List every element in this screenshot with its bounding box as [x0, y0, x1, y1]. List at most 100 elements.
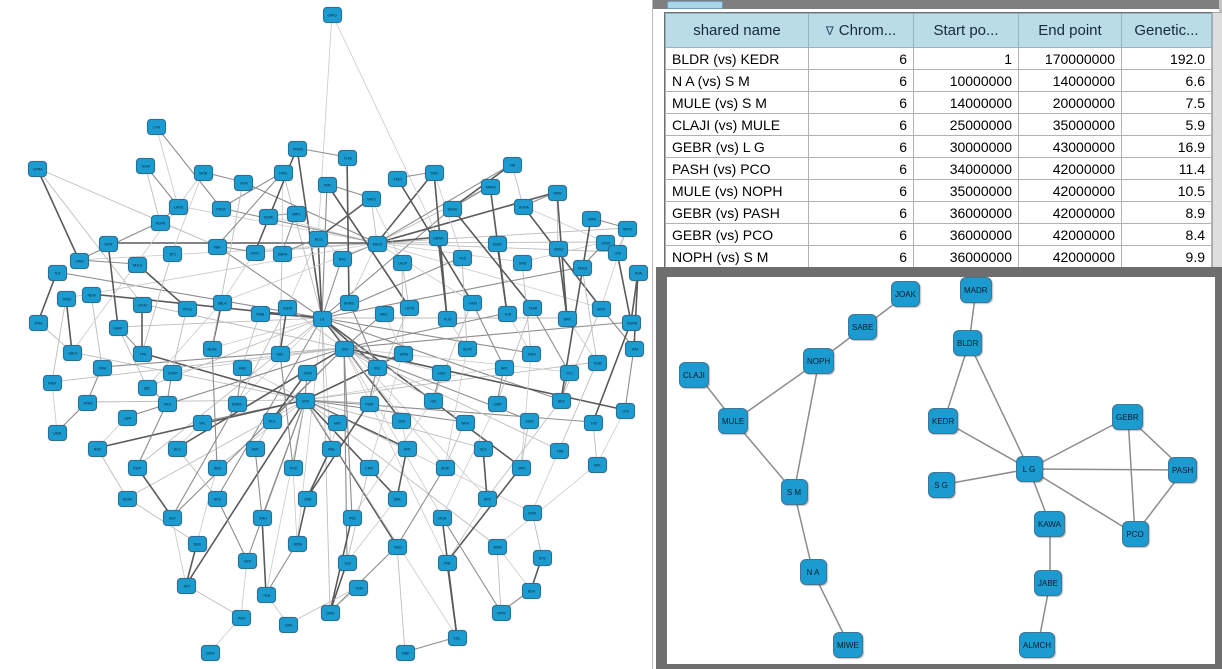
- graph-node-NACD[interactable]: NACD: [368, 236, 387, 252]
- graph-node-PMC[interactable]: PMC: [318, 177, 337, 193]
- cell-shared-name[interactable]: NOPH (vs) S M: [665, 245, 809, 268]
- cell-value[interactable]: 5.9: [1121, 113, 1212, 136]
- table-row[interactable]: MULE (vs) NOPH 6 35000000 42000000 10.5: [665, 179, 1212, 202]
- column-header-sharedname[interactable]: shared name: [665, 13, 809, 48]
- graph-node-TWR[interactable]: TWR: [425, 165, 444, 181]
- graph-node-MADR[interactable]: MADR: [960, 277, 992, 303]
- cell-value[interactable]: 6: [808, 201, 914, 224]
- graph-node-JMPL[interactable]: JMPL: [287, 206, 306, 222]
- sub-network-view[interactable]: JOAK SABE NOPH CLAJI MULE S M N A MIWE MADR BLDR K…: [667, 277, 1215, 664]
- graph-node-MGRB[interactable]: MGRB: [622, 315, 641, 331]
- graph-node-DUBC[interactable]: DUBC: [488, 236, 507, 252]
- graph-node-NPW[interactable]: NPW: [492, 605, 511, 621]
- cell-value[interactable]: 1: [913, 47, 1019, 70]
- graph-node-TPH[interactable]: TPH: [133, 346, 152, 362]
- table-row[interactable]: MULE (vs) S M 6 14000000 20000000 7.5: [665, 91, 1212, 114]
- graph-node-MPD[interactable]: MPD: [512, 460, 531, 476]
- table-row[interactable]: GEBR (vs) PASH 6 36000000 42000000 8.9: [665, 201, 1212, 224]
- table-row[interactable]: GEBR (vs) PCO 6 36000000 42000000 8.4: [665, 223, 1212, 246]
- graph-node-PPLG[interactable]: PPLG: [178, 301, 197, 317]
- graph-node-PNW[interactable]: PNW: [360, 396, 379, 412]
- graph-node-HTRC[interactable]: HTRC: [246, 245, 265, 261]
- graph-node-GNK[interactable]: GNK: [279, 617, 298, 633]
- cell-value[interactable]: 10.5: [1121, 179, 1212, 202]
- cell-value[interactable]: 42000000: [1018, 157, 1122, 180]
- graph-node-LACM[interactable]: LACM: [133, 297, 152, 313]
- graph-node-FMCI[interactable]: FMCI: [388, 171, 407, 187]
- graph-node-BTC[interactable]: BTC: [163, 246, 182, 262]
- graph-node-MRDA[interactable]: MRDA: [481, 179, 500, 195]
- graph-node-RRPO[interactable]: RRPO: [618, 221, 637, 237]
- graph-node-SMH[interactable]: SMH: [253, 510, 272, 526]
- graph-node-LRK[interactable]: LRK: [608, 245, 627, 261]
- cell-value[interactable]: 6: [808, 157, 914, 180]
- column-header-startpo[interactable]: Start po...: [913, 13, 1019, 48]
- graph-node-LG[interactable]: L G: [1015, 456, 1043, 482]
- graph-node-TKD[interactable]: TKD: [584, 415, 603, 431]
- cell-value[interactable]: 14000000: [913, 91, 1019, 114]
- graph-node-DGB[interactable]: DGB: [588, 355, 607, 371]
- graph-node-BGW[interactable]: BGW: [201, 645, 220, 661]
- cell-value[interactable]: 42000000: [1018, 223, 1122, 246]
- graph-node-RKT[interactable]: RKT: [177, 578, 196, 594]
- graph-node-FLIG[interactable]: FLIG: [438, 311, 457, 327]
- graph-node-KRW[interactable]: KRW: [523, 505, 542, 521]
- graph-node-PCO[interactable]: PCO: [1121, 521, 1149, 547]
- graph-node-WGM[interactable]: WGM: [118, 491, 137, 507]
- cell-value[interactable]: 42000000: [1018, 179, 1122, 202]
- graph-node-SLB[interactable]: SLB: [338, 555, 357, 571]
- graph-node-HPS[interactable]: HPS: [478, 491, 497, 507]
- cell-value[interactable]: 170000000: [1018, 47, 1122, 70]
- graph-node-GKP[interactable]: GKP: [238, 553, 257, 569]
- graph-node-ANB[interactable]: ANB: [233, 360, 252, 376]
- graph-node-BLCL[interactable]: BLCL: [309, 231, 328, 247]
- graph-node-PLC[interactable]: PLC: [560, 365, 579, 381]
- graph-node-MEW[interactable]: MEW: [82, 287, 101, 303]
- graph-node-GBLN[interactable]: GBLN: [63, 345, 82, 361]
- graph-node-TLB[interactable]: TLB: [48, 265, 67, 281]
- graph-node-RBH[interactable]: RBH: [208, 460, 227, 476]
- graph-node-BLP[interactable]: BLP: [163, 510, 182, 526]
- cell-value[interactable]: 9.9: [1121, 245, 1212, 268]
- cell-value[interactable]: 6: [808, 245, 914, 268]
- graph-node-WBL[interactable]: WBL: [322, 441, 341, 457]
- graph-node-SM[interactable]: S M: [780, 479, 808, 505]
- panel-mini-tab[interactable]: [667, 1, 723, 9]
- graph-node-SRK[interactable]: SRK: [588, 457, 607, 473]
- graph-node-TBN[interactable]: TBN: [550, 443, 569, 459]
- main-network-view[interactable]: GAFD CYN KPRA NGW NN WGR LWTE RGPB PRCK PWC SCMK JM…: [0, 0, 652, 669]
- graph-node-GRB[interactable]: GRB: [298, 491, 317, 507]
- graph-node-JPHA[interactable]: JPHA: [29, 315, 48, 331]
- graph-node-KGL[interactable]: KGL: [448, 630, 467, 646]
- graph-node-KWP[interactable]: KWP: [128, 460, 147, 476]
- cell-value[interactable]: 20000000: [1018, 91, 1122, 114]
- graph-node-TLKE[interactable]: TLKE: [338, 150, 357, 166]
- cell-shared-name[interactable]: GEBR (vs) PASH: [665, 201, 809, 224]
- cell-value[interactable]: 42000000: [1018, 245, 1122, 268]
- graph-node-KEDR[interactable]: KEDR: [928, 408, 959, 434]
- graph-node-SABE[interactable]: SABE: [848, 314, 878, 340]
- graph-node-MHLG[interactable]: MHLG: [128, 257, 147, 273]
- table-scrollbar[interactable]: [1212, 12, 1222, 268]
- graph-node-GMB[interactable]: GMB: [48, 425, 67, 441]
- graph-node-BDH[interactable]: BDH: [522, 583, 541, 599]
- cell-shared-name[interactable]: CLAJI (vs) MULE: [665, 113, 809, 136]
- graph-node-MRC[interactable]: MRC: [375, 306, 394, 322]
- cell-value[interactable]: 36000000: [913, 201, 1019, 224]
- cell-value[interactable]: 6: [808, 47, 914, 70]
- graph-node-GEBR[interactable]: GEBR: [1112, 404, 1143, 430]
- filter-icon[interactable]: ∇: [825, 24, 834, 38]
- graph-node-BNS[interactable]: BNS: [188, 536, 207, 552]
- graph-node-KAWA[interactable]: KAWA: [1034, 511, 1065, 537]
- graph-node-MWS[interactable]: MWS: [488, 539, 507, 555]
- graph-node-NN[interactable]: NN: [503, 157, 522, 173]
- graph-node-WDM[interactable]: WDM: [288, 536, 307, 552]
- cell-shared-name[interactable]: GEBR (vs) L G: [665, 135, 809, 158]
- graph-node-PASH[interactable]: PASH: [1168, 457, 1198, 483]
- graph-node-PBA[interactable]: PBA: [208, 239, 227, 255]
- cell-value[interactable]: 6.6: [1121, 69, 1212, 92]
- graph-node-DRB[interactable]: DRB: [513, 255, 532, 271]
- graph-node-RAC[interactable]: RAC: [333, 251, 352, 267]
- graph-node-NKD[interactable]: NKD: [208, 491, 227, 507]
- graph-node-JMA[interactable]: JMA: [625, 341, 644, 357]
